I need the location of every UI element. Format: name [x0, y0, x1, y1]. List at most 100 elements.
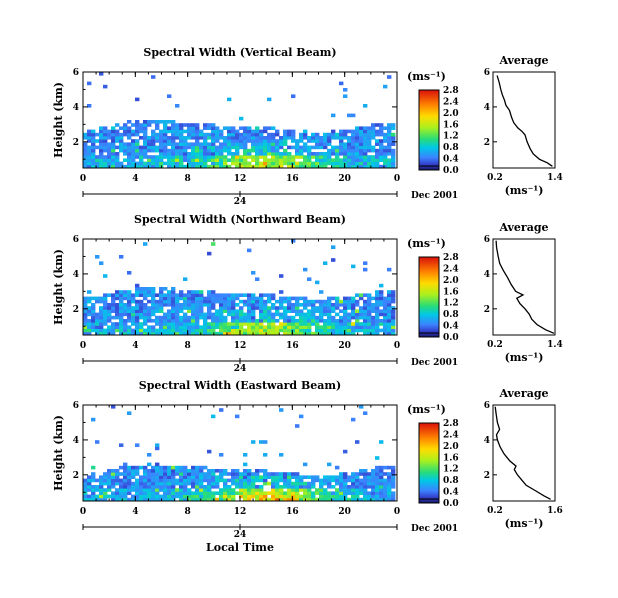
average-title: Average: [498, 221, 548, 234]
colorbar-tick-label: 2.8: [443, 253, 459, 263]
y-axis-label: Height (km): [52, 249, 65, 325]
x-tick-label: 8: [185, 507, 191, 517]
average-y-tick-label: 4: [484, 103, 490, 113]
date-label: Dec 2001: [411, 524, 458, 534]
panel-1: Spectral Width (Northward Beam)0 4 8 12 16 20…: [52, 213, 563, 374]
x-tick-label: 8: [185, 174, 191, 184]
x-axis-label: Local Time: [206, 541, 274, 554]
y-tick-label: 2: [73, 471, 79, 481]
colorbar-frame: [418, 89, 440, 171]
colorbar-tick-label: 1.6: [443, 287, 459, 297]
x-tick-label: 0: [394, 341, 400, 351]
average-title: Average: [498, 54, 548, 67]
colorbar-tick-label: 2.0: [443, 442, 459, 452]
x-tick-label: 0: [394, 507, 400, 517]
colorbar-tick-label: 0.4: [443, 322, 459, 332]
colorbar-tick-label: 2.4: [443, 97, 459, 107]
colorbar-tick-label: 0.4: [443, 155, 459, 165]
heatmap-cells: [83, 405, 396, 502]
y-tick-label: 2: [73, 305, 79, 315]
average-frame: [492, 404, 556, 502]
average-x-tick-label: 1.4: [547, 340, 563, 350]
colorbar-tick-label: 0.8: [443, 143, 459, 153]
colorbar-unit: (ms⁻¹): [407, 70, 446, 83]
colorbar-tick-label: 0.8: [443, 476, 459, 486]
y-axis-label: Height (km): [52, 415, 65, 491]
average-y-tick-label: 6: [484, 401, 490, 411]
colorbar-unit: (ms⁻¹): [407, 237, 446, 250]
colorbar-tick-label: 2.0: [443, 109, 459, 119]
x-tick-label: 20: [338, 341, 351, 351]
heatmap-cells: [83, 72, 396, 169]
x-tick-label: 12: [234, 507, 247, 517]
x-tick-label: 20: [338, 507, 351, 517]
heatmap-cells: [83, 239, 396, 336]
average-x-label: (ms⁻¹): [505, 351, 544, 364]
colorbar-tick-label: 1.6: [443, 120, 459, 130]
colorbar-frame: [418, 256, 440, 338]
colorbar-tick-label: 1.2: [443, 465, 459, 475]
x-tick-label: 12: [234, 174, 247, 184]
date-tick-label: 24: [234, 530, 247, 540]
x-tick-label: 4: [132, 341, 138, 351]
average-y-tick-label: 2: [484, 305, 490, 315]
average-frame: [492, 238, 556, 336]
average-y-tick-label: 4: [484, 436, 490, 446]
colorbar-tick-label: 0.0: [443, 499, 459, 509]
y-axis-label: Height (km): [52, 82, 65, 158]
x-tick-label: 16: [286, 174, 299, 184]
colorbar-tick-label: 1.2: [443, 132, 459, 142]
average-x-tick-label: 0.2: [487, 506, 503, 516]
colorbar: [419, 423, 439, 504]
x-tick-label: 4: [132, 507, 138, 517]
colorbar-tick-label: 0.0: [443, 333, 459, 343]
colorbar: [419, 257, 439, 338]
y-tick-label: 6: [73, 68, 79, 78]
average-title: Average: [498, 387, 548, 400]
panel-0: Spectral Width (Vertical Beam) 0 4 8 12 16 20 0…: [52, 46, 563, 207]
colorbar-tick-label: 2.0: [443, 276, 459, 286]
colorbar-frame: [418, 422, 440, 504]
average-profile-line: [496, 75, 553, 167]
x-tick-label: 0: [394, 174, 400, 184]
x-tick-label: 0: [80, 341, 86, 351]
colorbar-tick-label: 2.4: [443, 264, 459, 274]
average-x-label: (ms⁻¹): [505, 184, 544, 197]
colorbar-tick-label: 0.4: [443, 488, 459, 498]
average-x-tick-label: 1.6: [547, 506, 563, 516]
date-label: Dec 2001: [411, 358, 458, 368]
average-y-tick-label: 2: [484, 138, 490, 148]
colorbar-unit: (ms⁻¹): [407, 403, 446, 416]
average-profile-line: [495, 240, 555, 334]
colorbar-tick-label: 2.4: [443, 430, 459, 440]
panel-title: Spectral Width (Vertical Beam): [143, 46, 336, 59]
colorbar: [419, 90, 439, 171]
average-frame: [492, 71, 556, 169]
average-y-tick-label: 6: [484, 235, 490, 245]
y-tick-label: 4: [73, 270, 79, 280]
average-y-tick-label: 6: [484, 68, 490, 78]
y-tick-label: 6: [73, 401, 79, 411]
colorbar-tick-label: 0.8: [443, 310, 459, 320]
x-tick-label: 12: [234, 341, 247, 351]
colorbar-tick-label: 1.6: [443, 453, 459, 463]
y-tick-label: 4: [73, 103, 79, 113]
panel-title: Spectral Width (Northward Beam): [134, 213, 346, 226]
average-x-label: (ms⁻¹): [505, 517, 544, 530]
colorbar-tick-label: 2.8: [443, 419, 459, 429]
x-tick-label: 16: [286, 341, 299, 351]
x-tick-label: 16: [286, 507, 299, 517]
average-y-tick-label: 4: [484, 270, 490, 280]
x-tick-label: 20: [338, 174, 351, 184]
colorbar-tick-label: 1.2: [443, 299, 459, 309]
date-tick-label: 24: [234, 364, 247, 374]
colorbar-tick-label: 2.8: [443, 86, 459, 96]
average-profile-line: [494, 406, 551, 500]
date-label: Dec 2001: [411, 191, 458, 201]
average-x-tick-label: 0.2: [487, 173, 503, 183]
x-tick-label: 0: [80, 507, 86, 517]
y-tick-label: 4: [73, 436, 79, 446]
date-tick-label: 24: [234, 197, 247, 207]
y-tick-label: 2: [73, 138, 79, 148]
panel-2: Spectral Width (Eastward Beam)0 4 8 12 16 20 0…: [52, 379, 563, 554]
